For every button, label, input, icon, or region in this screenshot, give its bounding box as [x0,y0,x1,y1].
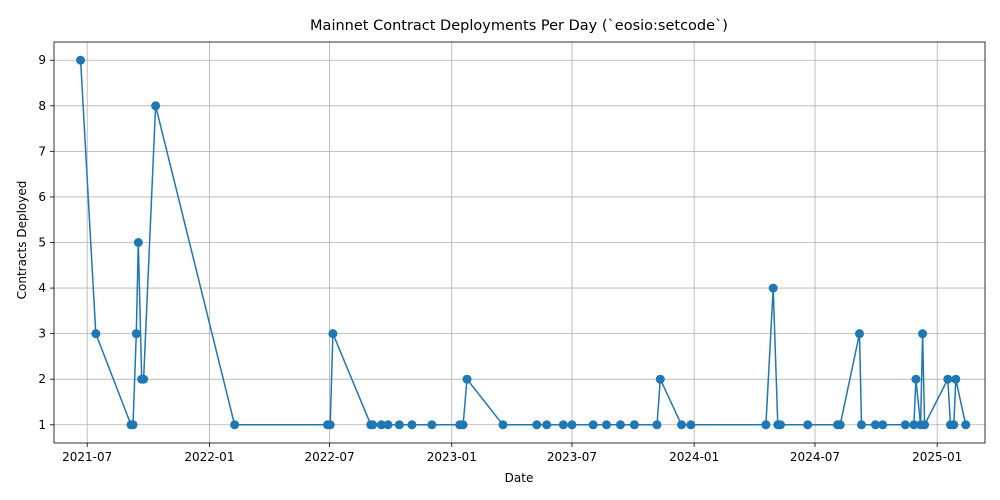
x-axis-title: Date [505,471,534,485]
data-point [686,420,696,430]
series-group [76,55,971,430]
data-point [376,420,386,430]
data-point [909,420,919,430]
data-point [615,420,625,430]
y-tick-label: 3 [38,327,46,341]
data-point [911,374,921,384]
data-point [498,420,508,430]
data-point [131,329,141,339]
chart-title: Mainnet Contract Deployments Per Day (`e… [310,18,728,34]
data-point [151,101,161,111]
data-point [328,329,338,339]
y-tick-label: 9 [38,53,46,67]
data-point [427,420,437,430]
data-point [532,420,542,430]
x-tick-label: 2024-01 [669,450,719,464]
data-point [878,420,888,430]
data-point [870,420,880,430]
data-point [677,420,687,430]
data-point [91,329,101,339]
data-point [133,238,143,247]
y-tick-label: 6 [38,190,46,204]
y-axis: 1 2 3 4 5 6 7 8 9 [38,53,54,432]
y-tick-label: 7 [38,144,46,158]
data-point [558,420,568,430]
y-tick-label: 2 [38,372,46,386]
plot-frame [53,41,986,444]
data-point [920,420,930,430]
data-point [768,283,778,293]
data-point [407,420,417,430]
data-point [567,420,577,430]
data-point [394,420,404,430]
data-point [368,420,378,430]
data-point [803,420,813,430]
data-point [76,55,86,65]
data-point [951,374,961,384]
x-tick-label: 2022-07 [305,450,355,464]
data-point [943,374,953,384]
data-point [462,374,472,384]
y-tick-label: 8 [38,99,46,113]
data-point [775,420,785,430]
data-point [900,420,910,430]
x-tick-label: 2022-01 [184,450,234,464]
grid-lines [54,42,985,443]
data-point [383,420,393,430]
data-point [128,420,138,430]
x-tick-label: 2023-07 [547,450,597,464]
x-tick-label: 2021-07 [62,450,112,464]
y-tick-label: 4 [38,281,46,295]
x-tick-label: 2025-01 [912,450,962,464]
x-axis: 2021-07 2022-01 2022-07 2023-01 2023-07 2024-… [62,443,962,464]
data-point [918,329,928,339]
x-tick-label: 2024-07 [790,450,840,464]
data-point [588,420,598,430]
data-point [949,420,959,430]
data-point [230,420,240,430]
data-point [856,420,866,430]
data-point [835,420,845,430]
data-point [458,420,468,430]
y-tick-label: 1 [38,418,46,432]
data-point [139,374,149,384]
data-point [652,420,662,430]
data-point [601,420,611,430]
y-tick-label: 5 [38,236,46,250]
data-point [325,420,335,430]
data-point [629,420,639,430]
data-point [761,420,771,430]
data-point [655,374,665,384]
y-axis-title: Contracts Deployed [15,181,29,300]
x-tick-label: 2023-01 [427,450,477,464]
data-point [854,329,864,339]
data-point [961,420,971,430]
data-point [542,420,552,430]
